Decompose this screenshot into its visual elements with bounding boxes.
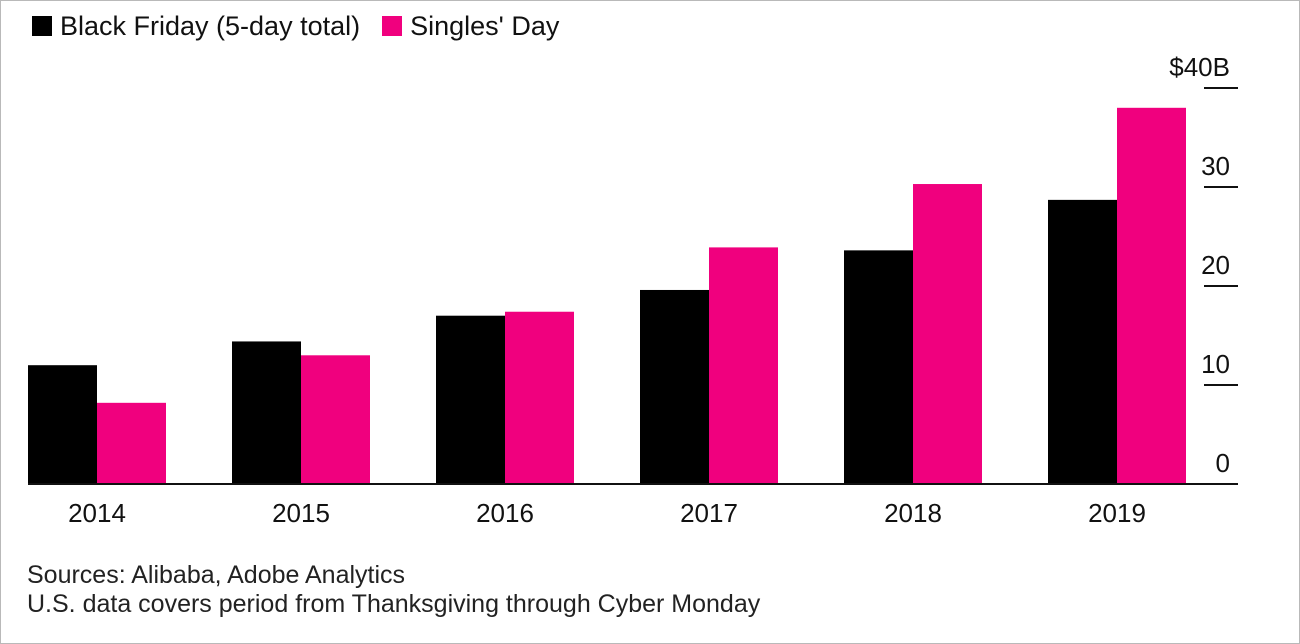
bar-singles-day-2017 (709, 247, 778, 484)
legend-label-singles-day: Singles' Day (410, 10, 560, 41)
legend-item-singles-day: Singles' Day (382, 11, 559, 42)
x-tick-label-2019: 2019 (1088, 498, 1146, 528)
legend-label-black-friday: Black Friday (5-day total) (60, 10, 361, 41)
x-tick-label-2018: 2018 (884, 498, 942, 528)
bar-black-friday-2017 (640, 289, 709, 484)
x-tick-label-2015: 2015 (272, 498, 330, 528)
bar-singles-day-2015 (301, 355, 370, 484)
bar-singles-day-2014 (97, 402, 166, 484)
y-tick-label-0: 0 (1216, 448, 1230, 478)
x-tick-label-2016: 2016 (476, 498, 534, 528)
bar-black-friday-2016 (436, 315, 505, 484)
coverage-note: U.S. data covers period from Thanksgivin… (27, 590, 761, 618)
y-tick-label-30: 30 (1201, 151, 1230, 181)
bar-singles-day-2016 (505, 311, 574, 484)
sources-note: Sources: Alibaba, Adobe Analytics (27, 561, 406, 589)
bar-black-friday-2018 (844, 250, 913, 484)
legend-item-black-friday: Black Friday (5-day total) (32, 11, 360, 42)
bar-singles-day-2018 (913, 184, 982, 484)
bar-black-friday-2019 (1048, 199, 1117, 484)
legend-swatch-singles-day (382, 16, 403, 36)
bar-singles-day-2019 (1117, 107, 1186, 485)
x-tick-label-2017: 2017 (680, 498, 738, 528)
legend: Black Friday (5-day total) Singles' Day (32, 8, 581, 44)
legend-swatch-black-friday (32, 16, 52, 36)
x-tick-label-2014: 2014 (68, 498, 126, 528)
y-tick-label-40: $40B (1169, 52, 1230, 82)
bar-black-friday-2015 (232, 341, 301, 484)
y-tick-label-10: 10 (1201, 349, 1230, 379)
bar-black-friday-2014 (28, 365, 97, 484)
y-tick-label-20: 20 (1201, 250, 1230, 280)
